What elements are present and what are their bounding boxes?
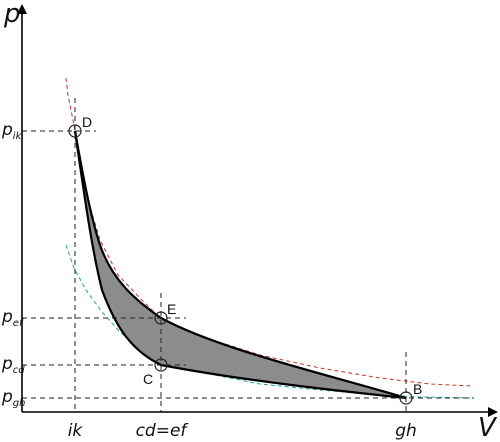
x-axis-title: V	[478, 413, 498, 442]
y-tick-pcd: pcd	[1, 354, 25, 376]
x-tick-cdef: cd=ef	[136, 421, 190, 441]
y-tick-pef: pef	[1, 307, 24, 329]
point-d-marker	[68, 124, 82, 138]
cycle-area	[75, 131, 406, 398]
point-b-marker	[399, 391, 413, 405]
point-b-label: B	[413, 381, 422, 397]
upper-cycle-curve	[73, 130, 407, 400]
x-tick-gh: gh	[395, 421, 417, 441]
y-tick-pik: pik	[1, 120, 23, 142]
point-e-label: E	[167, 301, 176, 317]
hot-isotherm	[65, 77, 473, 387]
point-c-marker	[154, 358, 168, 372]
lower-cycle-curve	[73, 130, 407, 400]
cold-isotherm	[65, 244, 475, 399]
x-tick-ik: ik	[68, 421, 84, 441]
point-d-label: D	[82, 114, 92, 130]
point-e-marker	[154, 311, 168, 325]
y-axis-title: p	[3, 0, 21, 29]
y-tick-pgh: pgh	[1, 387, 25, 409]
point-c-label: C	[143, 371, 153, 387]
